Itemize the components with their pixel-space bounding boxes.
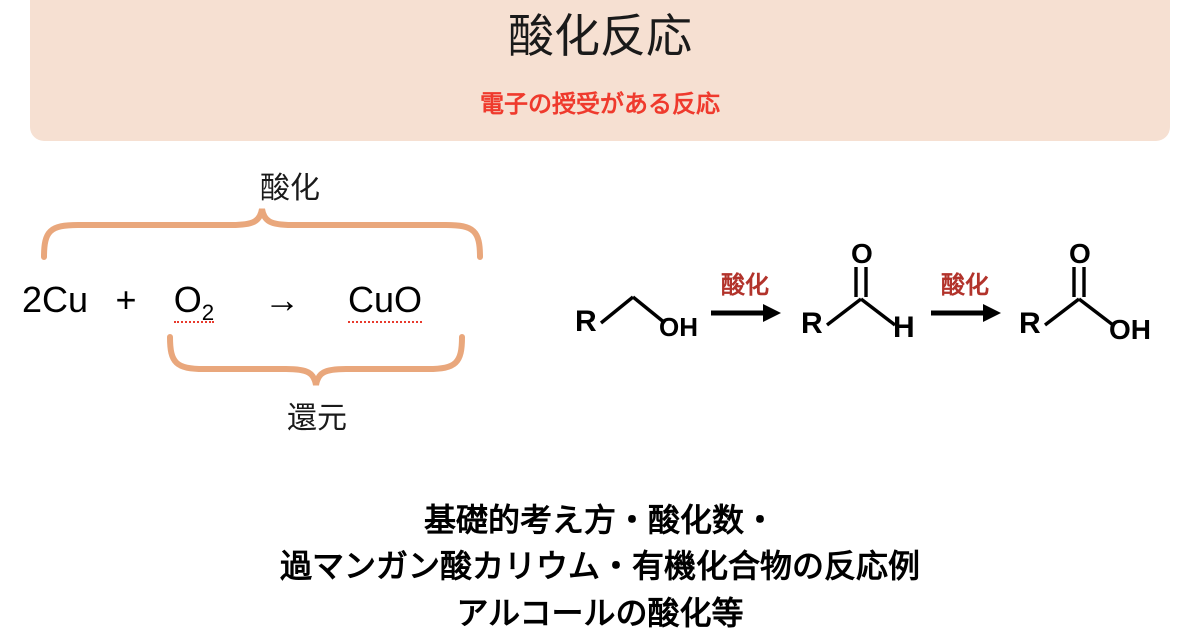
inorganic-equation: 2Cu + O2 → CuO bbox=[12, 279, 440, 326]
arrow1-icon bbox=[709, 302, 781, 324]
tok-o2: O2 bbox=[154, 279, 234, 326]
aldehyde-icon: R O H bbox=[795, 243, 925, 351]
page-title: 酸化反応 bbox=[30, 0, 1170, 66]
svg-text:OH: OH bbox=[659, 312, 698, 342]
footer-text: 基礎的考え方・酸化数・ 過マンガン酸カリウム・有機化合物の反応例 アルコールの酸… bbox=[0, 497, 1200, 636]
diagram-area: 酸化 2Cu + O2 → CuO 還元 R OH 酸化 bbox=[0, 159, 1200, 459]
brace-bottom-icon bbox=[158, 331, 474, 389]
brace-top-icon bbox=[32, 205, 492, 263]
arrow-block-2: 酸化 bbox=[929, 265, 1001, 329]
page-subtitle: 電子の授受がある反応 bbox=[30, 84, 1170, 119]
arrow-block-1: 酸化 bbox=[709, 265, 781, 329]
arrow1-label: 酸化 bbox=[709, 265, 781, 300]
tok-cuo: CuO bbox=[330, 279, 440, 321]
svg-text:OH: OH bbox=[1109, 314, 1151, 345]
tok-sub2: 2 bbox=[202, 300, 214, 325]
svg-text:R: R bbox=[1019, 307, 1041, 340]
tok-arrow: → bbox=[234, 279, 330, 321]
header-box: 酸化反応 電子の授受がある反応 bbox=[30, 0, 1170, 141]
alcohol-icon: R OH bbox=[573, 271, 705, 351]
arrow2-icon bbox=[929, 302, 1001, 324]
organic-row: R OH 酸化 R O H 酸化 bbox=[573, 243, 1193, 363]
tok-2cu: 2Cu bbox=[12, 279, 98, 321]
reduction-label: 還元 bbox=[232, 393, 402, 437]
svg-text:O: O bbox=[851, 243, 873, 269]
tok-plus: + bbox=[98, 279, 154, 321]
footer-line1: 基礎的考え方・酸化数・ bbox=[0, 497, 1200, 543]
svg-text:H: H bbox=[893, 311, 915, 344]
svg-text:R: R bbox=[801, 307, 823, 340]
oxidation-label-top: 酸化 bbox=[120, 163, 460, 207]
footer-line2: 過マンガン酸カリウム・有機化合物の反応例 bbox=[0, 543, 1200, 589]
arrow2-label: 酸化 bbox=[929, 265, 1001, 300]
carboxylic-acid-icon: R O OH bbox=[1013, 243, 1183, 351]
footer-line3: アルコールの酸化等 bbox=[0, 590, 1200, 636]
tok-o: O bbox=[174, 279, 202, 320]
svg-text:O: O bbox=[1069, 243, 1091, 269]
svg-text:R: R bbox=[575, 305, 597, 338]
